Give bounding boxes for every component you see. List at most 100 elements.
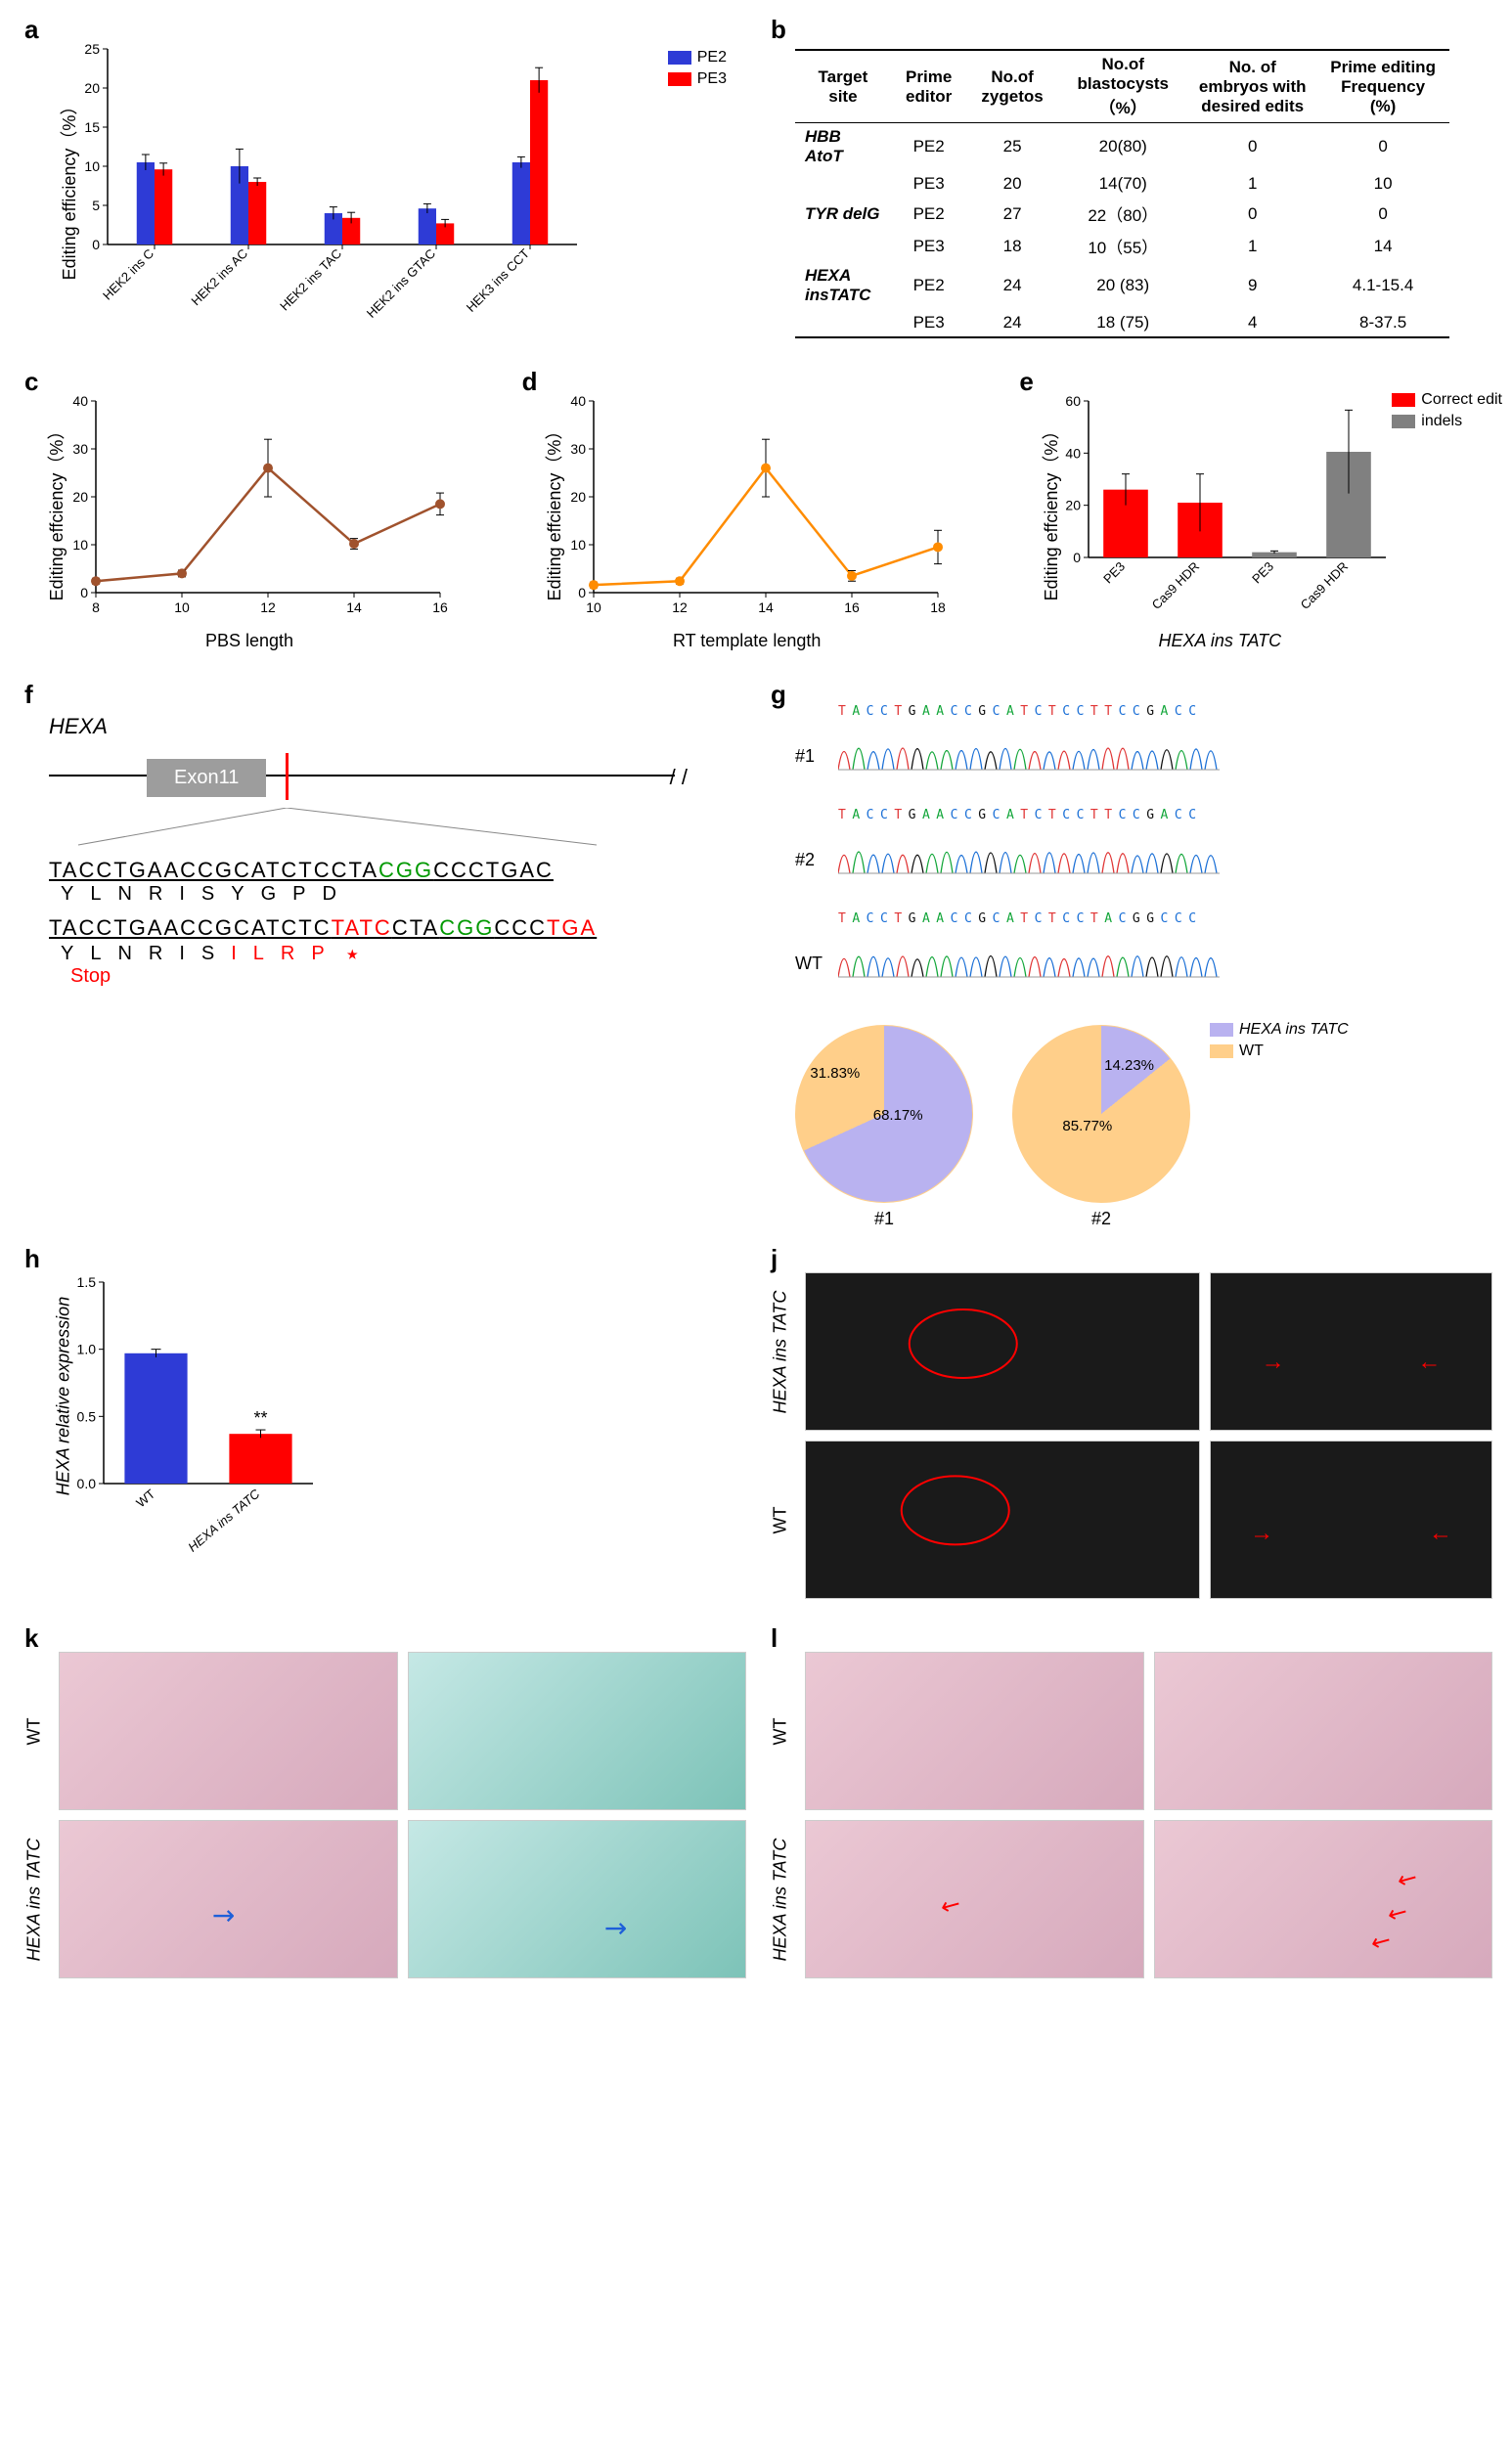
histology-image: ↙ [805, 1820, 1144, 1978]
pie-legend: HEXA ins TATC WT [1210, 1021, 1349, 1060]
svg-text:0.5: 0.5 [77, 1408, 97, 1424]
svg-text:16: 16 [432, 599, 448, 615]
svg-text:HEK2 ins AC: HEK2 ins AC [188, 246, 250, 309]
legend-item: indels [1392, 413, 1502, 430]
histology-image: ↘ [59, 1820, 398, 1978]
legend-label: indels [1421, 413, 1462, 430]
svg-text:5: 5 [92, 198, 100, 213]
chart-h-ylabel: HEXA relative expression [54, 1284, 74, 1509]
panel-e: e Editing effciency（%） 0204060PE3Cas9 HD… [1014, 372, 1492, 665]
legend-item-pe3: PE3 [668, 70, 727, 88]
svg-text:0: 0 [578, 585, 586, 600]
panel-h: h HEXA relative expression 0.00.51.01.5W… [20, 1249, 325, 1609]
histology-image: ↙ ↙ ↙ [1154, 1820, 1493, 1978]
svg-text:10: 10 [586, 599, 601, 615]
seq-connector [49, 808, 675, 847]
svg-text:40: 40 [1066, 445, 1082, 461]
panel-j: j HEXA ins TATC → ← WT → ← [766, 1249, 1492, 1609]
panel-label-f: f [24, 680, 33, 710]
svg-text:18: 18 [930, 599, 946, 615]
chart-a-legend: PE2 PE3 [668, 49, 727, 88]
svg-text:40: 40 [72, 393, 88, 409]
chart-d-xlabel: RT template length [547, 631, 948, 651]
histology-image [805, 1652, 1144, 1810]
svg-text:12: 12 [260, 599, 276, 615]
svg-text:8: 8 [92, 599, 100, 615]
panel-b: b Target sitePrime editorNo.of zygetosNo… [766, 20, 1492, 352]
row-label: WT [770, 1717, 790, 1745]
svg-text:30: 30 [570, 441, 586, 457]
svg-text:10: 10 [570, 537, 586, 553]
svg-text:HEXA ins TATC: HEXA ins TATC [185, 1486, 263, 1554]
row-label: WT [23, 1717, 44, 1745]
svg-text:20: 20 [84, 80, 100, 96]
histo-row-mut: HEXA ins TATC ↘ ↘ [20, 1820, 746, 1978]
svg-text:Cas9 HDR: Cas9 HDR [1149, 559, 1203, 613]
row-label: HEXA ins TATC [771, 1838, 791, 1961]
svg-text:40: 40 [570, 393, 586, 409]
xray-image [805, 1441, 1200, 1599]
svg-text:60: 60 [1066, 393, 1082, 409]
chart-c-svg: 010203040810121416 [49, 391, 450, 626]
svg-text:PE3: PE3 [1249, 559, 1276, 587]
panel-label-b: b [771, 15, 786, 45]
svg-text:Cas9 HDR: Cas9 HDR [1298, 559, 1352, 613]
svg-text:WT: WT [133, 1486, 157, 1511]
svg-text:0: 0 [1074, 550, 1082, 565]
panel-l: l WT HEXA ins TATC ↙ ↙ ↙ ↙ [766, 1628, 1492, 1988]
row-label: WT [770, 1506, 790, 1533]
svg-text:20: 20 [72, 489, 88, 505]
svg-text:0: 0 [92, 237, 100, 252]
chart-e-xlabel: HEXA ins TATC [1044, 631, 1396, 651]
svg-text:1.5: 1.5 [77, 1274, 97, 1290]
legend-label: HEXA ins TATC [1239, 1021, 1349, 1039]
xray-row-mut: HEXA ins TATC → ← [766, 1272, 1492, 1431]
svg-text:30: 30 [72, 441, 88, 457]
panel-label-c: c [24, 367, 38, 397]
chart-d-svg: 0102030401012141618 [547, 391, 948, 626]
svg-text:0: 0 [80, 585, 88, 600]
histology-image [1154, 1652, 1493, 1810]
mut-aa-line: YLNRISILRP ★Stop [61, 941, 746, 988]
legend-label: PE3 [697, 70, 727, 88]
svg-text:25: 25 [84, 41, 100, 57]
histology-image [408, 1652, 747, 1810]
svg-text:10: 10 [84, 158, 100, 174]
wt-aa-line: YLNRISYGPD [61, 883, 746, 906]
svg-text:**: ** [253, 1408, 267, 1428]
legend-item-pe2: PE2 [668, 49, 727, 67]
svg-text:15: 15 [84, 119, 100, 135]
chart-c-xlabel: PBS length [49, 631, 450, 651]
row-label: HEXA ins TATC [24, 1838, 45, 1961]
panel-label-d: d [522, 367, 538, 397]
panel-f: f HEXA Exon11 / / TACCTGAACCGCATCTCCTACG… [20, 685, 746, 1229]
panel-a: a Editing efficiency（%） 0510152025HEK2 i… [20, 20, 746, 352]
panel-k: k WT HEXA ins TATC ↘ ↘ [20, 1628, 746, 1988]
chart-d-ylabel: Editing effciency（%） [541, 419, 566, 604]
svg-text:HEK3 ins CCT: HEK3 ins CCT [464, 245, 532, 314]
histo-row-wt: WT [766, 1652, 1492, 1810]
panel-label-k: k [24, 1623, 38, 1654]
legend-item: WT [1210, 1043, 1349, 1060]
legend-item: HEXA ins TATC [1210, 1021, 1349, 1039]
xray-image: → ← [1210, 1272, 1492, 1431]
svg-text:12: 12 [672, 599, 688, 615]
svg-text:10: 10 [72, 537, 88, 553]
xray-image: → ← [1210, 1441, 1492, 1599]
row-label: HEXA ins TATC [771, 1290, 791, 1413]
cut-site-marker [286, 753, 289, 800]
exon-box: Exon11 [147, 759, 266, 797]
panel-label-g: g [771, 680, 786, 710]
svg-text:1.0: 1.0 [77, 1342, 97, 1357]
panel-label-h: h [24, 1244, 40, 1274]
legend-label: WT [1239, 1043, 1264, 1060]
legend-item: Correct edit [1392, 391, 1502, 409]
panel-label-j: j [771, 1244, 778, 1274]
histo-row-wt: WT [20, 1652, 746, 1810]
chart-h-svg: 0.00.51.01.5WTHEXA ins TATC** [59, 1268, 323, 1562]
panel-d: d Editing effciency（%） 01020304010121416… [517, 372, 996, 665]
svg-text:20: 20 [1066, 498, 1082, 513]
xray-image [805, 1272, 1200, 1431]
panel-g: g #1TACCTGAACCGCATCTCCTTCCGACC#2TACCTGAA… [766, 685, 1492, 1229]
chart-a-ylabel: Editing efficiency（%） [56, 91, 81, 287]
